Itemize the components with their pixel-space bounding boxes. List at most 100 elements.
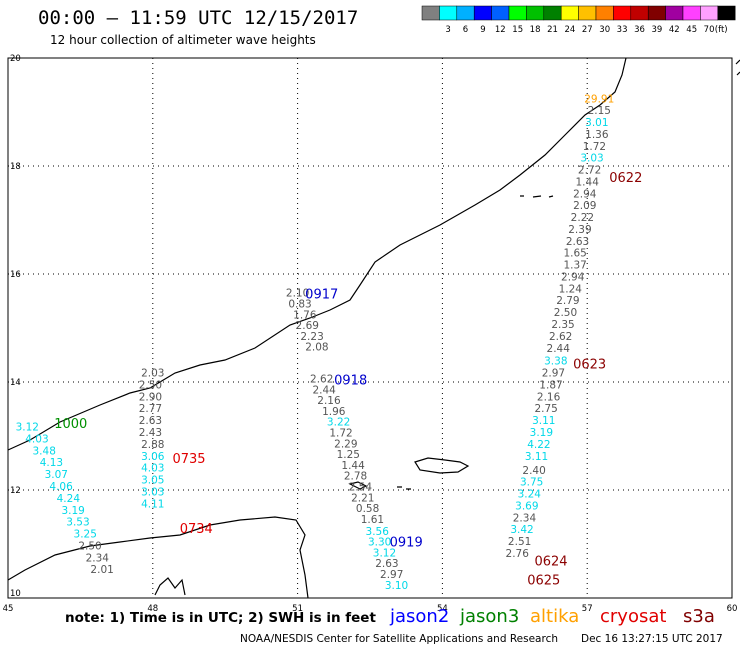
track-time-label: 0919 (390, 536, 423, 551)
wave-height-value: 3.19 (530, 427, 553, 439)
wave-height-value: 2.62 (310, 374, 333, 386)
wave-height-value: 1.72 (329, 428, 352, 440)
colorbar-swatch (491, 5, 510, 21)
wave-height-value: 3.05 (141, 475, 164, 487)
track-time-label: 0735 (172, 452, 205, 467)
altimeter-track: 2.032.502.902.772.632.432.883.064.033.05… (139, 368, 206, 511)
wave-height-value: 3.12 (373, 547, 396, 559)
altimeter-track: 2.622.442.161.963.221.722.291.251.442.78… (310, 374, 384, 526)
colorbar-tick-label: 6 (463, 25, 468, 35)
colorbar-tick-label: 9 (480, 25, 485, 35)
wave-height-value: 2.63 (566, 236, 589, 248)
colorbar-tick-label: 45 (686, 25, 697, 35)
wave-height-value: 0.83 (288, 298, 311, 310)
latitude-label: 20 (10, 54, 21, 64)
wave-height-value: 2.50 (139, 379, 162, 391)
wave-height-value: 2.39 (568, 224, 591, 236)
wave-height-value: 2.50 (554, 307, 577, 319)
longitude-label: 51 (292, 604, 303, 614)
colorbar-swatch (439, 5, 458, 21)
wave-height-value: 3.38 (544, 356, 567, 368)
wave-height-value: 2.72 (578, 165, 601, 177)
altimeter-track: 2.100.831.762.692.232.08 0917 (286, 287, 338, 353)
longitude-label: 60 (727, 604, 738, 614)
colorbar-swatch (595, 5, 614, 21)
track-time-label: 0622 (609, 171, 642, 186)
altimeter-track: 0625 (527, 574, 560, 589)
longitude-label: 54 (437, 604, 448, 614)
wave-height-value: 2.16 (537, 391, 561, 403)
colorbar-tick-label: 70 (704, 25, 715, 35)
wave-height-value: 2.23 (300, 331, 323, 343)
altimeter-tracks: 3.124.033.484.133.074.064.243.193.533.25… (16, 93, 643, 592)
abd-al-kuri-island (348, 481, 368, 490)
wave-height-value: 2.03 (141, 368, 164, 380)
wave-height-value: 1.87 (539, 379, 562, 391)
track-time-label: 0625 (527, 574, 560, 589)
wave-height-value: 4.13 (40, 457, 63, 469)
colorbar-swatch (647, 5, 666, 21)
wave-height-value: 2.62 (549, 331, 572, 343)
colorbar-tick-label: 33 (617, 25, 628, 35)
wave-height-value: 2.10 (286, 288, 309, 300)
wave-height-value: 3.69 (515, 500, 538, 512)
wave-height-value: 3.03 (141, 486, 164, 498)
wave-height-value: 4.11 (141, 498, 164, 510)
wave-height-value: 2.34 (86, 552, 110, 564)
altimeter-track: 3.563.303.122.632.973.10 0919 (366, 526, 423, 592)
wave-height-value: 1.36 (585, 129, 609, 141)
satellite-jason2: jason2 (390, 606, 450, 627)
wave-height-value: 2.97 (380, 569, 403, 581)
generation-timestamp: Dec 16 13:27:15 UTC 2017 (581, 633, 723, 645)
wave-height-value: 3.11 (532, 415, 555, 427)
altimeter-track: 0734 (180, 522, 213, 537)
wave-height-value: 2.01 (90, 564, 113, 576)
wave-height-value: 2.54 (349, 482, 373, 494)
wave-height-value: 1.25 (337, 449, 360, 461)
colorbar-swatch (543, 5, 562, 21)
socotra-island (414, 457, 470, 474)
page-title: 00:00 – 11:59 UTC 12/15/2017 (38, 7, 359, 29)
colorbar-tick-label: 12 (495, 25, 506, 35)
latitude-label: 14 (10, 378, 21, 388)
wave-height-value: 2.94 (561, 271, 585, 283)
track-time-label: 0734 (180, 522, 213, 537)
wave-height-value: 2.51 (508, 536, 531, 548)
wave-height-value: 2.08 (305, 342, 328, 354)
wave-height-value: 1.72 (583, 141, 606, 153)
wave-height-value: 2.40 (522, 465, 545, 477)
wave-height-value: 3.42 (510, 524, 533, 536)
wave-height-value: 3.22 (327, 417, 350, 429)
track-time-label: 0917 (305, 287, 338, 302)
colorbar-swatch (682, 5, 701, 21)
wave-height-value: 2.94 (573, 188, 597, 200)
wave-height-value: 3.48 (33, 445, 56, 457)
footer-note: note: 1) Time is in UTC; 2) SWH is in fe… (65, 610, 376, 626)
colorbar-tick-label: 30 (599, 25, 610, 35)
colorbar-swatch (526, 5, 545, 21)
colorbar-swatch (560, 5, 579, 21)
colorbar-tick-label: 36 (634, 25, 645, 35)
wave-height-value: 3.06 (141, 451, 165, 463)
wave-height-value: 4.03 (141, 463, 164, 475)
wave-height-value: 2.29 (334, 438, 357, 450)
satellite-jason3: jason3 (460, 606, 520, 627)
wave-height-value: 4.03 (25, 433, 48, 445)
map-frame (7, 57, 733, 599)
colorbar-tick-label: 27 (582, 25, 593, 35)
lat-lon-grid (8, 58, 732, 598)
axis-labels: 45 48 51 54 57 60 20 18 16 14 12 10 (3, 54, 738, 614)
colorbar-unit: (ft) (715, 25, 728, 35)
latitude-label: 16 (10, 270, 21, 280)
colorbar-swatch (473, 5, 492, 21)
wave-height-value: 2.22 (571, 212, 594, 224)
credit-line: NOAA/NESDIS Center for Satellite Applica… (240, 633, 558, 645)
wave-height-value: 2.75 (534, 403, 557, 415)
wave-height-value: 3.07 (45, 469, 68, 481)
wave-height-value: 2.63 (375, 558, 398, 570)
wave-height-value: 29.91 (584, 93, 614, 105)
wave-height-value: 3.12 (16, 422, 39, 434)
colorbar-tick-label: 39 (651, 25, 662, 35)
colorbar-swatch (717, 5, 736, 21)
